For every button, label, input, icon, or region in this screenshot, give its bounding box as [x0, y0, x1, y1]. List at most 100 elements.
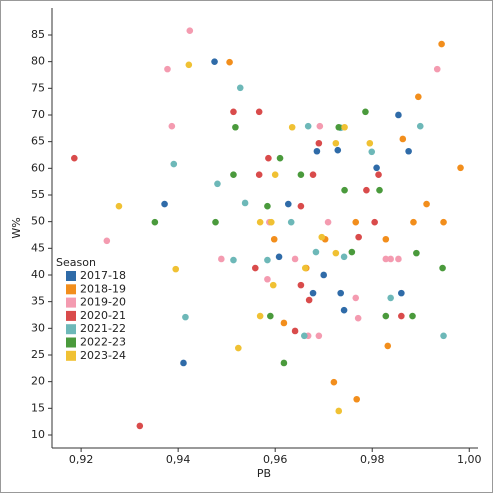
y-tick-label: 60: [31, 161, 45, 174]
point: [271, 171, 279, 179]
point: [313, 147, 321, 155]
point: [230, 108, 237, 116]
y-tick-label: 30: [31, 321, 45, 334]
point: [268, 218, 275, 226]
point: [230, 256, 237, 264]
point: [335, 123, 343, 131]
legend-label: 2019-20: [80, 296, 126, 309]
legend-label: 2023-24: [80, 349, 126, 362]
point: [287, 218, 295, 226]
point: [373, 164, 380, 172]
point: [382, 312, 390, 320]
point: [280, 319, 288, 327]
point: [185, 61, 193, 69]
point: [340, 253, 348, 261]
point: [315, 139, 323, 147]
legend-swatch: [66, 310, 76, 321]
y-tick-label: 85: [31, 28, 45, 41]
point: [375, 171, 382, 179]
point: [265, 154, 272, 162]
point: [332, 139, 340, 147]
point: [440, 218, 447, 226]
point: [413, 249, 420, 257]
point: [332, 249, 340, 257]
point: [337, 289, 344, 297]
point: [251, 264, 259, 272]
point: [305, 296, 313, 304]
point: [103, 237, 111, 245]
point: [387, 294, 394, 302]
legend-title: Season: [56, 256, 96, 269]
point: [267, 312, 274, 320]
point: [255, 108, 263, 116]
point: [182, 313, 189, 321]
point: [297, 171, 305, 179]
point: [405, 147, 412, 155]
legend-swatch: [66, 297, 76, 308]
point: [301, 264, 309, 272]
point: [348, 248, 356, 256]
point: [315, 332, 323, 340]
point: [352, 218, 360, 226]
legend-label: 2017-18: [80, 269, 126, 282]
y-tick-label: 20: [31, 375, 45, 388]
legend-label: 2021-22: [80, 322, 126, 335]
point: [440, 332, 447, 340]
point: [297, 202, 305, 210]
point: [236, 84, 244, 92]
point: [416, 122, 424, 130]
point: [284, 200, 292, 208]
y-tick-label: 10: [31, 428, 45, 441]
point: [291, 255, 299, 263]
point: [387, 255, 394, 263]
point: [368, 148, 376, 156]
point: [340, 306, 348, 314]
y-tick-label: 50: [31, 215, 45, 228]
point: [214, 180, 221, 188]
y-tick-label: 40: [31, 268, 45, 281]
point: [399, 135, 407, 143]
point: [409, 312, 416, 320]
point: [275, 253, 283, 261]
point: [398, 289, 405, 297]
point: [316, 122, 324, 130]
point: [354, 314, 362, 322]
point: [382, 235, 390, 243]
point: [362, 108, 369, 116]
y-tick-label: 45: [31, 241, 45, 254]
point: [161, 200, 168, 208]
point: [309, 171, 317, 179]
legend-swatch: [66, 271, 76, 281]
point: [172, 265, 180, 273]
point: [256, 312, 264, 320]
point: [291, 327, 299, 335]
point: [269, 281, 277, 289]
point: [256, 218, 264, 226]
point: [115, 202, 123, 210]
x-axis-label: PB: [257, 467, 271, 480]
point: [334, 146, 342, 154]
y-axis-label: W%: [10, 217, 23, 238]
point: [235, 344, 242, 352]
point: [366, 139, 374, 147]
y-tick-label: 65: [31, 135, 45, 148]
point: [352, 294, 360, 302]
point: [439, 264, 446, 272]
point: [168, 122, 176, 130]
point: [355, 233, 362, 241]
point: [341, 186, 348, 194]
point: [186, 27, 194, 35]
x-tick-label: 1,00: [457, 453, 482, 466]
point: [211, 58, 218, 65]
point: [384, 342, 392, 350]
point: [423, 200, 430, 208]
point: [330, 378, 338, 386]
point: [376, 186, 383, 194]
point: [276, 154, 284, 162]
point: [288, 123, 296, 131]
legend-swatch: [66, 324, 76, 335]
point: [212, 218, 219, 226]
y-tick-label: 25: [31, 348, 45, 361]
legend-label: 2020-21: [80, 309, 126, 322]
